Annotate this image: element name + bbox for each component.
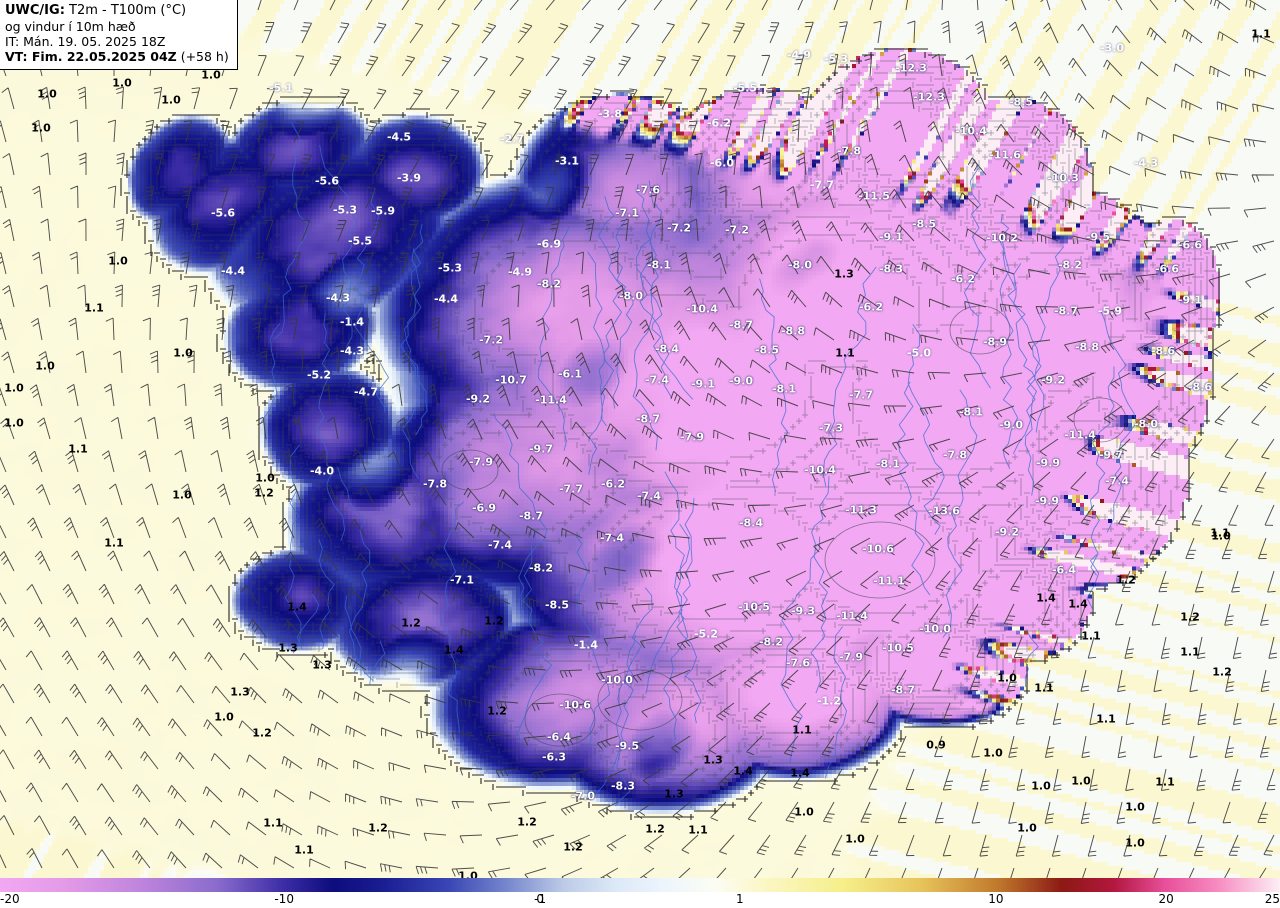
field-label: T2m - T100m (°C) xyxy=(69,3,187,18)
title-line-model: UWC/IG: T2m - T100m (°C) xyxy=(5,3,229,19)
valid-time-label: VT: Fim. 22.05.2025 04Z xyxy=(5,49,177,65)
colorbar-tick-1: 1 xyxy=(736,892,744,906)
colorbar-gradient xyxy=(0,878,1280,892)
colorbar-tick-0: 0 xyxy=(536,892,544,906)
river-network xyxy=(260,122,1137,807)
coastline-paths xyxy=(120,48,1222,820)
valid-time-offset: (+58 h) xyxy=(180,49,229,65)
glacier-outline xyxy=(441,449,499,491)
temperature-field-canvas xyxy=(0,0,1280,878)
coastline-segment-group xyxy=(156,102,1192,772)
colorbar-tick-10: 10 xyxy=(988,892,1004,906)
title-line-init: IT: Mán. 19. 05. 2025 18Z xyxy=(5,34,166,50)
colorbar-tick-20: 20 xyxy=(1158,892,1174,906)
glacier-outline xyxy=(1073,397,1127,443)
coastline-segment-group xyxy=(120,48,1222,820)
colorbar-tick-25: 25 xyxy=(1264,892,1280,906)
glacier-outline xyxy=(949,305,1011,355)
colorbar-tick-minus1: -1 xyxy=(534,892,547,906)
title-line-wind: og vindur í 10m hæð xyxy=(5,18,136,34)
coastline-segment-group xyxy=(150,90,1198,778)
colorbar-canvas xyxy=(0,878,1280,892)
coastline-segment-group xyxy=(132,60,1216,808)
temperature-raster-layer xyxy=(0,0,1280,878)
glacier-outline xyxy=(597,669,683,731)
wind-barb-field xyxy=(0,0,1277,878)
colorbar-container: -20 -10 -1 0 1 10 20 25 xyxy=(0,878,1280,908)
map-title-box: UWC/IG: T2m - T100m (°C) og vindur í 10m… xyxy=(0,0,238,70)
model-label: UWC/IG: xyxy=(5,3,65,18)
title-line-valid: VT: Fim. 22.05.2025 04Z (+58 h) xyxy=(5,49,229,64)
vector-overlay-layer xyxy=(0,0,1277,878)
wind-barb-path xyxy=(0,0,1277,878)
river-paths xyxy=(260,122,1137,807)
glacier-outline xyxy=(524,693,596,747)
colorbar-tick-minus10: -10 xyxy=(274,892,294,906)
glacier-outline xyxy=(824,521,936,599)
colorbar-tick-minus20: -20 xyxy=(0,892,20,906)
coastline-segment-group xyxy=(138,72,1210,796)
colorbar-tick-labels: -20 -10 -1 0 1 10 20 25 xyxy=(0,892,1280,908)
